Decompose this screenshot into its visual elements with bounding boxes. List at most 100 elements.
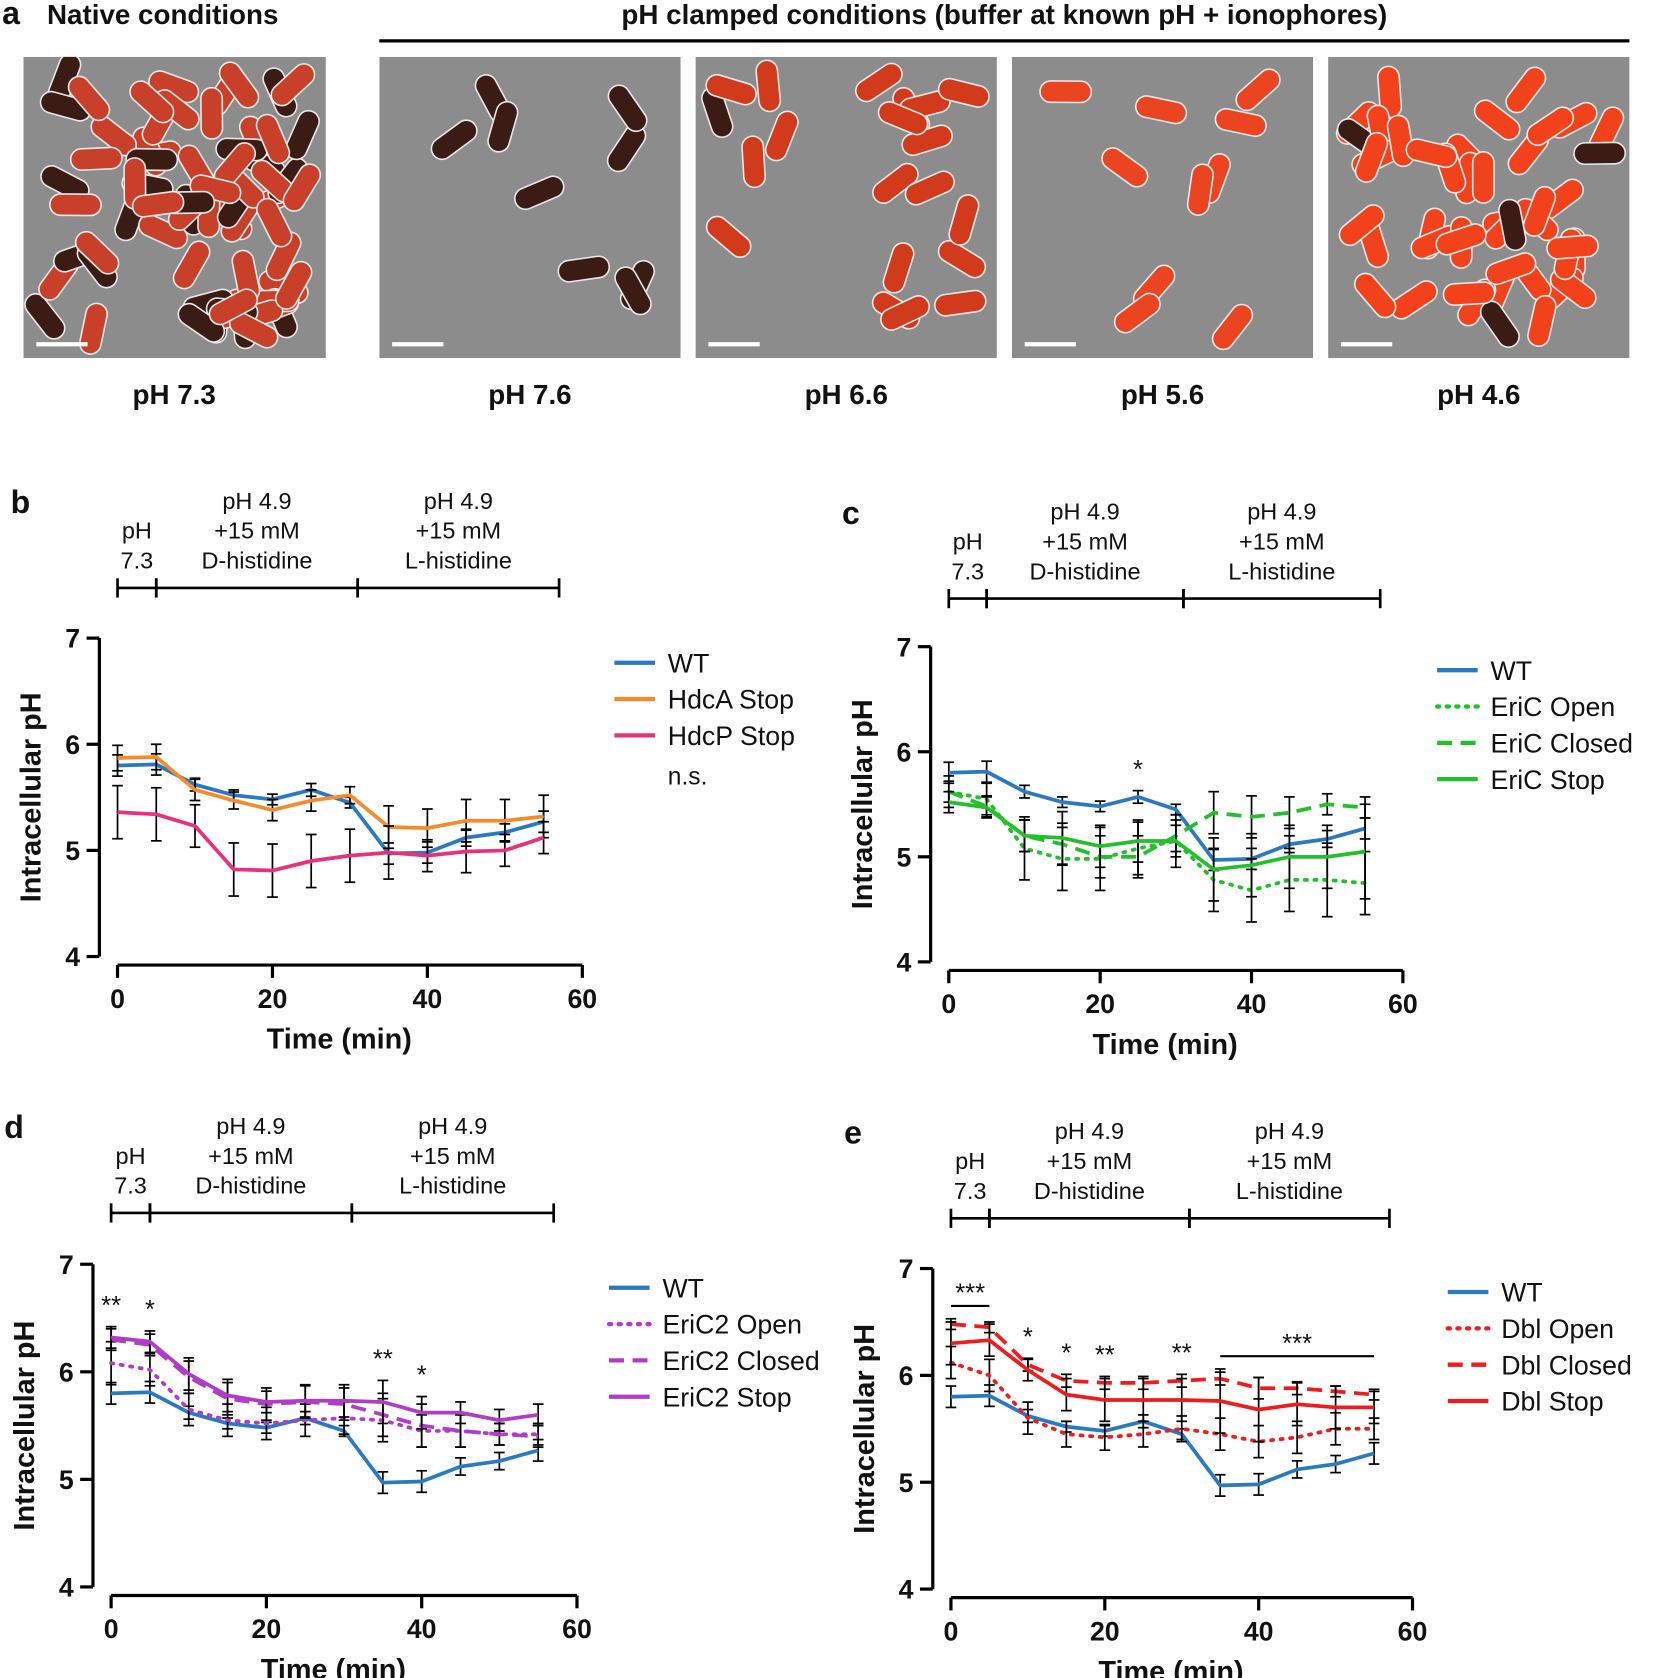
x-tick-label: 40	[1244, 1616, 1274, 1646]
cell	[1405, 138, 1458, 169]
cell	[877, 100, 929, 136]
phase-label: pH 4.9	[418, 1113, 487, 1139]
legend-label: WT	[662, 1273, 704, 1303]
x-tick-label: 20	[258, 984, 288, 1014]
cell	[177, 302, 226, 343]
cell	[1211, 303, 1254, 351]
phase-label: pH	[953, 528, 983, 554]
series-line	[949, 1360, 1376, 1444]
native-title: Native conditions	[47, 0, 278, 30]
panel-letter: e	[844, 1115, 862, 1151]
y-tick-label: 4	[899, 1575, 914, 1605]
y-axis-title: Intracellular pH	[847, 699, 879, 909]
legend-label: WT	[1491, 656, 1533, 686]
series-line	[950, 1338, 1375, 1412]
series-line	[948, 800, 1366, 872]
legend-label: HdcP Stop	[668, 721, 795, 751]
cell	[872, 162, 919, 204]
cell	[24, 293, 66, 340]
image-label: pH 4.6	[1437, 379, 1520, 410]
phase-label: pH 4.9	[222, 488, 291, 514]
cell	[1573, 141, 1627, 166]
image-label: pH 5.6	[1121, 379, 1204, 410]
cell	[129, 80, 175, 124]
cell	[937, 239, 987, 279]
legend-label: EriC Open	[1491, 692, 1616, 722]
cell	[265, 231, 302, 282]
phase-label: +15 mM	[214, 518, 300, 544]
x-tick-label: 20	[1085, 989, 1115, 1019]
micrograph	[1011, 56, 1314, 359]
significance-label: *	[145, 1296, 155, 1324]
phase-label: 7.3	[114, 1173, 147, 1199]
legend-label: EriC2 Closed	[662, 1346, 819, 1376]
legend-label: EriC2 Open	[662, 1310, 802, 1340]
cell	[1485, 252, 1537, 286]
cell	[1471, 151, 1495, 204]
y-tick-label: 6	[897, 737, 912, 767]
phase-label: pH 4.9	[216, 1113, 285, 1139]
x-tick-label: 60	[1388, 989, 1418, 1019]
series-line	[946, 789, 1367, 893]
y-tick-label: 7	[897, 632, 912, 662]
significance-label: *	[1023, 1323, 1033, 1351]
phase-label: L-histidine	[405, 548, 512, 574]
x-tick-label: 60	[562, 1614, 592, 1644]
phase-label: +15 mM	[1247, 1148, 1333, 1174]
series-line	[948, 769, 1366, 862]
cell	[1505, 66, 1547, 114]
y-axis-title: Intracellular pH	[16, 692, 48, 902]
error-bar	[105, 1325, 117, 1350]
cell	[218, 61, 260, 109]
cell	[200, 86, 224, 140]
significance-label: *	[1061, 1339, 1071, 1367]
legend-label: HdcA Stop	[668, 685, 794, 715]
cell	[255, 113, 291, 165]
x-tick-label: 0	[941, 989, 956, 1019]
cell	[172, 240, 211, 290]
significance-label: ***	[955, 1280, 985, 1308]
series-line	[117, 810, 545, 873]
phase-label: pH	[122, 518, 152, 544]
x-tick-label: 0	[110, 984, 125, 1014]
cell	[256, 197, 293, 248]
x-tick-label: 60	[567, 984, 597, 1014]
panel-letter: c	[842, 495, 860, 531]
image-label: pH 7.3	[132, 379, 215, 410]
y-tick-label: 6	[899, 1361, 914, 1391]
cell	[1473, 99, 1521, 141]
significance-label: **	[373, 1346, 393, 1374]
phase-label: +15 mM	[1042, 528, 1128, 554]
phase-label: +15 mM	[410, 1143, 496, 1169]
cell	[78, 302, 108, 355]
phase-label: pH	[116, 1143, 146, 1169]
x-axis-title: Time (min)	[1093, 1029, 1238, 1061]
cell	[1134, 95, 1188, 125]
phase-label: L-histidine	[399, 1173, 506, 1199]
cell	[284, 109, 320, 161]
cell	[614, 266, 652, 316]
error-bar	[1060, 1420, 1072, 1448]
y-tick-label: 7	[899, 1254, 914, 1284]
micrograph	[1328, 56, 1630, 359]
phase-label: D-histidine	[1034, 1178, 1145, 1204]
legend-label: EriC Closed	[1491, 728, 1633, 758]
significance-label: *	[1133, 756, 1143, 784]
y-tick-label: 5	[59, 1465, 74, 1495]
phase-label: pH 4.9	[1247, 499, 1316, 525]
cell	[1526, 106, 1575, 147]
cell	[855, 62, 903, 103]
cell	[138, 213, 189, 250]
cell	[705, 215, 752, 259]
significance-label: **	[1172, 1339, 1192, 1367]
cell	[1527, 294, 1557, 348]
cell	[1546, 234, 1599, 260]
panel-letter: a	[2, 0, 21, 31]
cell	[514, 175, 565, 211]
cell	[904, 170, 955, 206]
cell	[1186, 163, 1214, 216]
series-line	[110, 1335, 539, 1423]
phase-label: 7.3	[954, 1178, 987, 1204]
